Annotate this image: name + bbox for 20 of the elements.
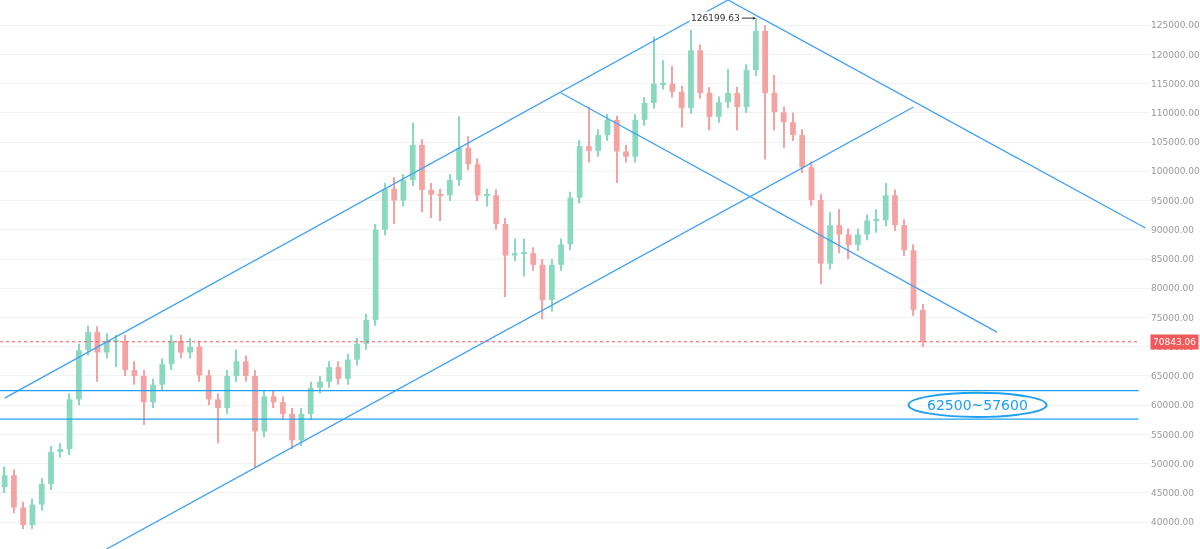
- y-tick-label: 110000.00: [1151, 107, 1200, 118]
- y-tick-label: 85000.00: [1151, 254, 1195, 265]
- y-tick-label: 90000.00: [1151, 224, 1195, 235]
- annotation: 126199.63: [691, 13, 740, 23]
- y-tick-label: 80000.00: [1151, 283, 1195, 294]
- ref-line-label: 70843.06: [1153, 337, 1197, 347]
- y-tick-label: 125000.00: [1151, 20, 1200, 31]
- y-tick-label: 40000.00: [1151, 517, 1195, 528]
- annotation: 62500~57600: [927, 397, 1028, 413]
- y-tick-label: 55000.00: [1151, 429, 1195, 440]
- y-tick-label: 65000.00: [1151, 371, 1195, 382]
- y-tick-label: 120000.00: [1151, 49, 1200, 60]
- y-tick-label: 95000.00: [1151, 195, 1195, 206]
- y-tick-label: 100000.00: [1151, 166, 1200, 177]
- y-tick-label: 60000.00: [1151, 400, 1195, 411]
- y-tick-label: 50000.00: [1151, 458, 1195, 469]
- y-tick-label: 75000.00: [1151, 312, 1195, 323]
- y-tick-label: 105000.00: [1151, 137, 1200, 148]
- y-tick-label: 45000.00: [1151, 488, 1195, 499]
- y-tick-label: 115000.00: [1151, 78, 1200, 89]
